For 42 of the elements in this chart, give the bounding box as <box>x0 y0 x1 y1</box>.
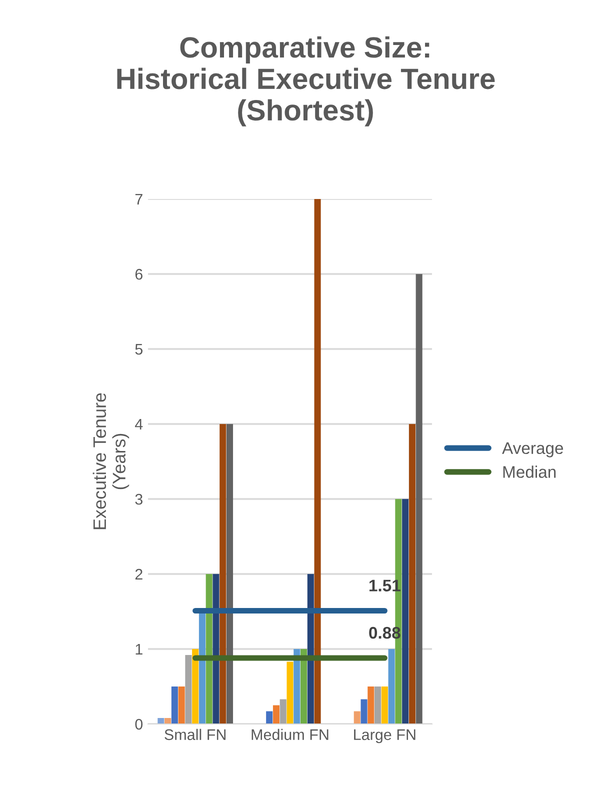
bar <box>158 718 164 724</box>
legend-label: Average <box>502 442 564 458</box>
y-tick-label: 7 <box>135 194 142 205</box>
bar <box>402 499 409 724</box>
x-tick-label: Small FN <box>164 728 226 740</box>
bar <box>381 686 388 724</box>
bar <box>354 711 360 724</box>
chart-title: Comparative Size: Historical Executive Tenure (Shortest) <box>117 36 495 126</box>
bar <box>212 574 220 724</box>
y-tick-label: 1 <box>136 644 142 655</box>
y-tick-label: 5 <box>135 344 142 355</box>
bar <box>206 574 212 724</box>
x-tick-label: Large FN <box>354 729 416 744</box>
bar <box>294 649 300 724</box>
bar <box>374 686 382 724</box>
bar <box>164 718 172 724</box>
x-tick-label: Medium FN <box>252 728 328 740</box>
bar <box>314 199 321 724</box>
y-tick-label: 6 <box>135 268 142 280</box>
y-tick-label: 2 <box>135 568 142 580</box>
bar <box>171 686 178 724</box>
y-tick-label: 0 <box>135 718 143 730</box>
bar <box>416 274 422 724</box>
bar <box>368 686 374 724</box>
y-axis-title: Executive Tenure (Years) <box>92 393 130 530</box>
bar <box>360 699 368 724</box>
bar <box>408 424 416 724</box>
bar <box>266 711 273 724</box>
bar <box>388 649 395 724</box>
bar <box>272 705 280 724</box>
bar <box>300 649 308 724</box>
legend-label: Median <box>503 466 556 478</box>
bar <box>226 424 234 724</box>
bar <box>220 424 226 724</box>
y-tick-label: 3 <box>135 494 142 505</box>
bar <box>286 662 294 724</box>
bar <box>280 699 286 724</box>
y-tick-label: 4 <box>134 419 143 430</box>
bar <box>192 649 199 724</box>
bar <box>178 686 185 724</box>
bar <box>185 655 192 724</box>
bar <box>307 574 314 724</box>
